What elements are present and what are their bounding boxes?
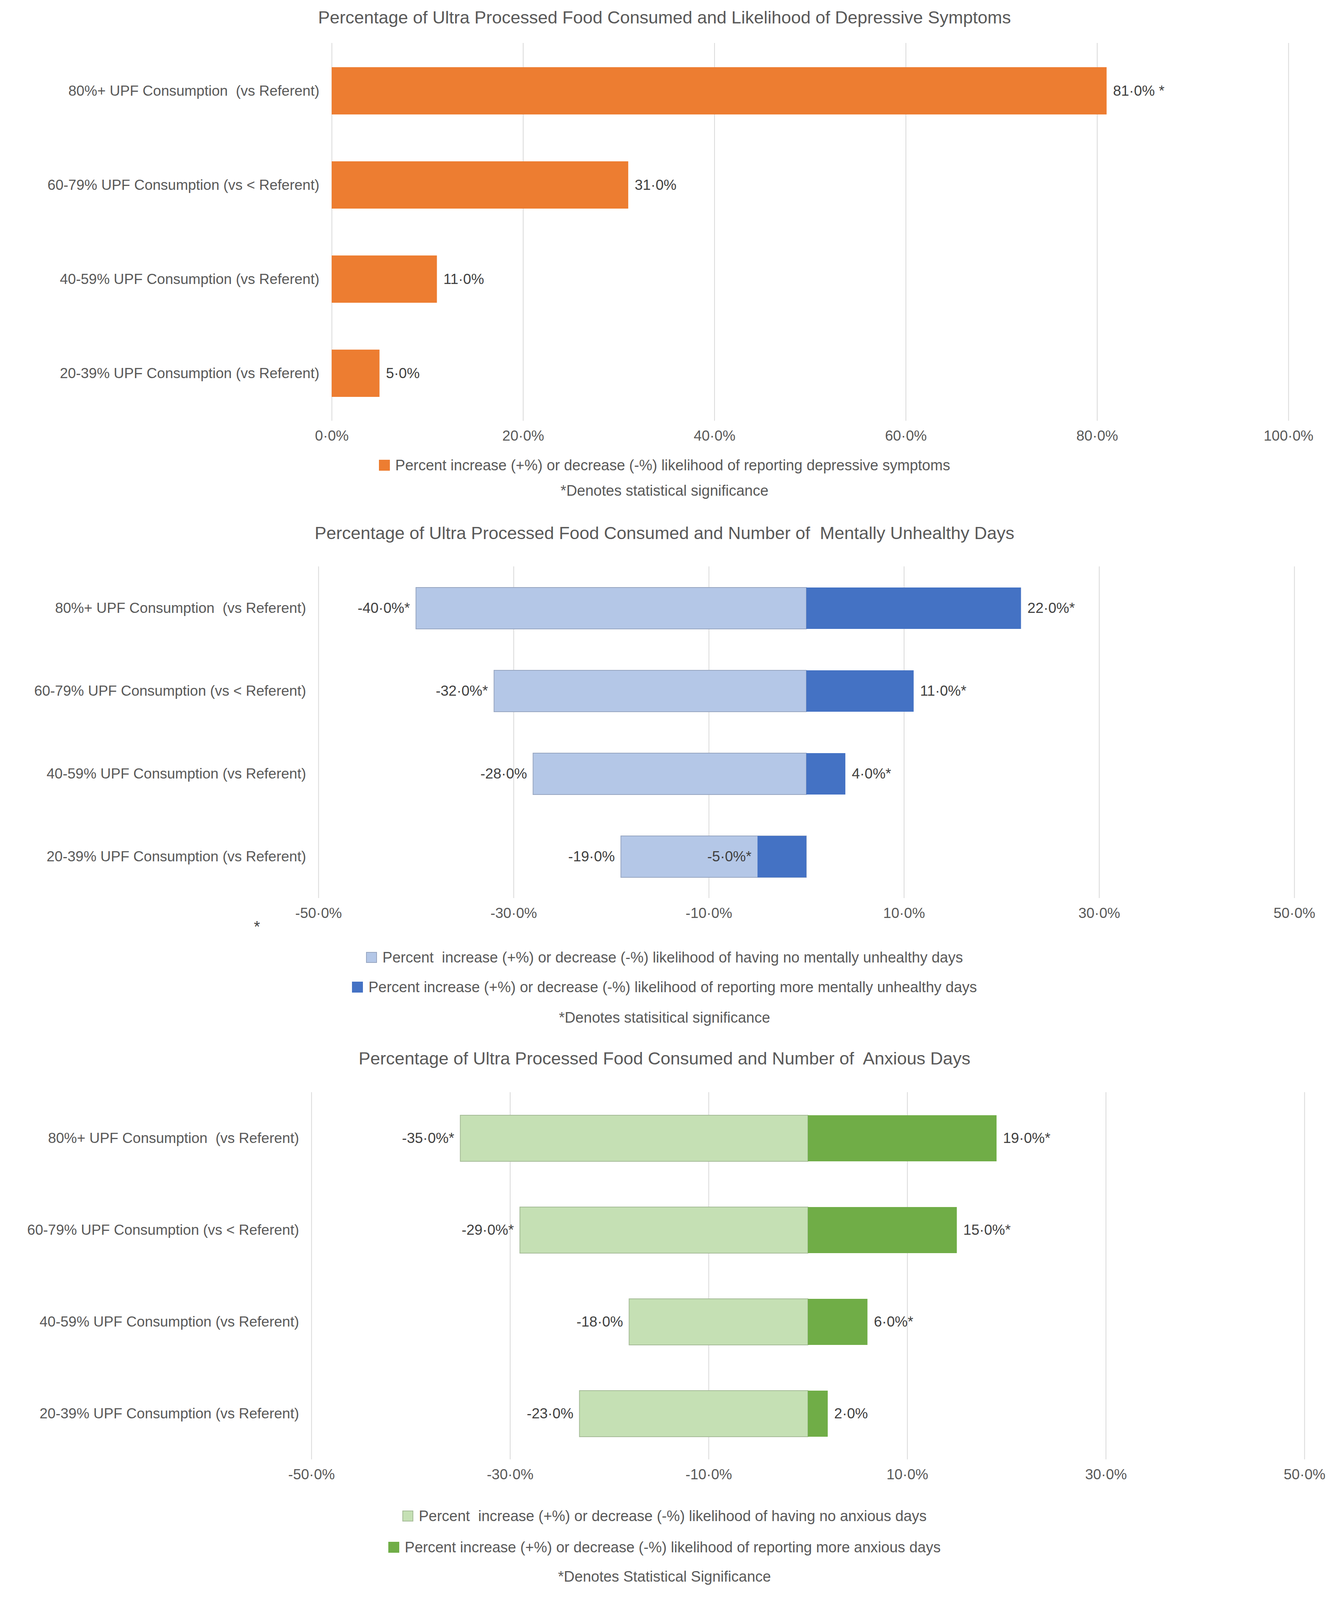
svg-text:-10·0%: -10·0% (685, 1466, 733, 1483)
svg-text:15·0%*: 15·0%* (963, 1221, 1011, 1238)
svg-text:5·0%: 5·0% (385, 365, 420, 382)
html-text:Percentage of Ultra Processed: Percentage of Ultra Processed Food Consu… (314, 523, 1015, 544)
svg-text:-50·0%: -50·0% (295, 905, 342, 922)
html-text:*Denotes Statistical Significa: *Denotes Statistical Significance (558, 1568, 771, 1585)
html-text:Percentage of Ultra Processed: Percentage of Ultra Processed Food Consu… (358, 1048, 971, 1069)
svg-text:100·0%: 100·0% (1263, 427, 1314, 444)
svg-text:81·0% *: 81·0% * (1112, 82, 1165, 99)
svg-text:40-59% UPF Consumption (vs Ref: 40-59% UPF Consumption (vs Referent) (46, 765, 306, 782)
svg-text:40-59% UPF Consumption (vs Ref: 40-59% UPF Consumption (vs Referent) (59, 271, 320, 288)
svg-text:-28·0%: -28·0% (480, 765, 527, 782)
html-text:Percent increase (+%) or decre: Percent increase (+%) or decrease (-%) l… (418, 1507, 927, 1525)
svg-text:22·0%*: 22·0%* (1027, 600, 1075, 617)
svg-text:-40·0%*: -40·0%* (357, 600, 411, 617)
svg-text:-23·0%: -23·0% (526, 1405, 574, 1422)
svg-text:80%+ UPF Consumption (vs Refe: 80%+ UPF Consumption (vs Referent) (68, 82, 320, 99)
svg-text:-19·0%: -19·0% (568, 848, 615, 865)
svg-text:50·0%: 50·0% (1273, 905, 1316, 922)
svg-text:10·0%: 10·0% (883, 905, 926, 922)
svg-text:11·0%*: 11·0%* (919, 682, 967, 699)
html-text:*Denotes statisitical signific: *Denotes statisitical significance (558, 1009, 771, 1026)
svg-text:11·0%: 11·0% (443, 271, 485, 288)
html-text:Percent increase (+%) or decre: Percent increase (+%) or decrease (-%) l… (404, 1538, 941, 1556)
svg-text:2·0%: 2·0% (834, 1405, 868, 1422)
svg-text:20-39% UPF Consumption (vs Ref: 20-39% UPF Consumption (vs Referent) (46, 848, 306, 865)
html-text:Percent increase (+%) or decre: Percent increase (+%) or decrease (-%) l… (368, 978, 977, 996)
svg-text:-30·0%: -30·0% (486, 1466, 534, 1483)
svg-text:20-39% UPF Consumption (vs Ref: 20-39% UPF Consumption (vs Referent) (59, 365, 320, 382)
svg-text:60-79% UPF Consumption (vs < R: 60-79% UPF Consumption (vs < Referent) (47, 176, 320, 193)
html-text:Percent increase (+%) or decre: Percent increase (+%) or decrease (-%) l… (382, 949, 963, 966)
svg-text:6·0%*: 6·0%* (873, 1313, 914, 1330)
svg-text:20·0%: 20·0% (502, 427, 545, 444)
svg-text:50·0%: 50·0% (1283, 1466, 1326, 1483)
svg-text:40·0%: 40·0% (693, 427, 736, 444)
svg-text:31·0%: 31·0% (634, 176, 677, 193)
html-text:Percentage of Ultra Processed: Percentage of Ultra Processed Food Consu… (318, 7, 1011, 28)
svg-text:-18·0%: -18·0% (576, 1313, 624, 1330)
svg-text:80%+ UPF Consumption (vs Refe: 80%+ UPF Consumption (vs Referent) (55, 600, 307, 617)
svg-text:-30·0%: -30·0% (490, 905, 537, 922)
svg-text:10·0%: 10·0% (886, 1466, 929, 1483)
html-text:*Denotes statistical significa: *Denotes statistical significance (560, 482, 769, 499)
svg-text:-35·0%*: -35·0%* (401, 1130, 455, 1147)
svg-text:19·0%*: 19·0%* (1002, 1130, 1051, 1147)
svg-text:0·0%: 0·0% (314, 427, 349, 444)
svg-text:-29·0%*: -29·0%* (461, 1221, 515, 1238)
svg-text:80%+ UPF Consumption (vs Refe: 80%+ UPF Consumption (vs Referent) (48, 1130, 300, 1147)
svg-text:-50·0%: -50·0% (288, 1466, 335, 1483)
html-text:Percent increase (+%) or decre: Percent increase (+%) or decrease (-%) l… (395, 456, 951, 474)
svg-text:30·0%: 30·0% (1078, 905, 1121, 922)
svg-text:60·0%: 60·0% (884, 427, 927, 444)
svg-text:-5·0%*: -5·0%* (707, 848, 752, 865)
svg-text:4·0%*: 4·0%* (851, 765, 892, 782)
svg-text:60-79% UPF Consumption (vs < R: 60-79% UPF Consumption (vs < Referent) (33, 682, 306, 699)
svg-text:20-39% UPF Consumption (vs Ref: 20-39% UPF Consumption (vs Referent) (39, 1405, 299, 1422)
svg-text:-10·0%: -10·0% (685, 905, 733, 922)
svg-text:60-79% UPF Consumption (vs < R: 60-79% UPF Consumption (vs < Referent) (26, 1221, 299, 1238)
svg-text:40-59% UPF Consumption (vs Ref: 40-59% UPF Consumption (vs Referent) (39, 1313, 299, 1330)
svg-text:80·0%: 80·0% (1076, 427, 1119, 444)
svg-text:-32·0%*: -32·0%* (435, 682, 488, 699)
svg-text:30·0%: 30·0% (1085, 1466, 1128, 1483)
